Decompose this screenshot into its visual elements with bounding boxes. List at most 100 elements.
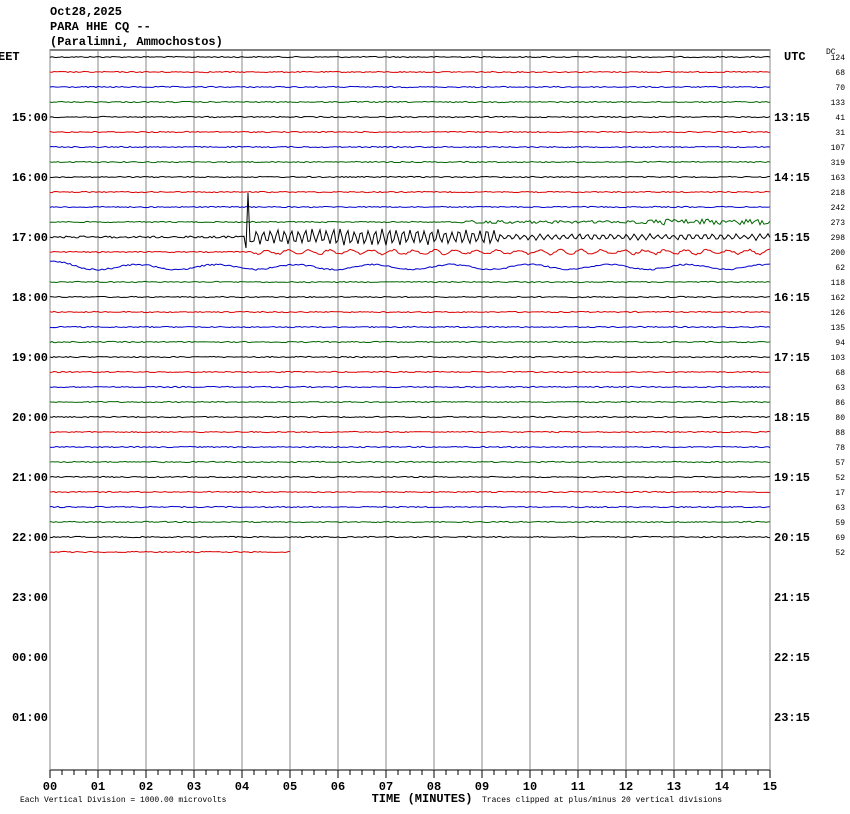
location: (Paralimni, Ammochostos)	[50, 35, 223, 49]
dc-value: 70	[835, 84, 845, 93]
x-tick-label: 15	[763, 780, 777, 794]
left-time: 17:00	[12, 231, 48, 245]
dc-value: 135	[831, 324, 846, 333]
dc-value: 107	[831, 144, 846, 153]
x-tick-label: 11	[571, 780, 585, 794]
dc-value: 41	[835, 114, 845, 123]
dc-label: DC	[826, 48, 836, 57]
dc-value: 52	[835, 474, 845, 483]
left-time: 21:00	[12, 471, 48, 485]
trace	[49, 490, 771, 494]
x-tick-label: 07	[379, 780, 393, 794]
dc-value: 298	[831, 234, 846, 243]
dc-value: 68	[835, 369, 845, 378]
trace	[49, 85, 771, 89]
left-time: 01:00	[12, 711, 48, 725]
x-tick-label: 14	[715, 780, 729, 794]
trace	[50, 260, 771, 271]
dc-value: 103	[831, 354, 846, 363]
trace	[49, 325, 771, 329]
dc-value: 59	[835, 519, 845, 528]
left-zone: EET	[0, 50, 20, 64]
left-time: 23:00	[12, 591, 48, 605]
right-zone: UTC	[784, 50, 806, 64]
trace	[49, 445, 771, 449]
right-time: 17:15	[774, 351, 810, 365]
right-time: 15:15	[774, 231, 810, 245]
right-time: 16:15	[774, 291, 810, 305]
x-title: TIME (MINUTES)	[372, 792, 473, 806]
dc-value: 68	[835, 69, 845, 78]
trace	[49, 310, 771, 314]
dc-value: 88	[835, 429, 845, 438]
trace	[49, 217, 771, 227]
x-tick-label: 01	[91, 780, 105, 794]
x-tick-label: 08	[427, 780, 441, 794]
dc-value: 273	[831, 219, 846, 228]
trace	[49, 430, 771, 434]
dc-value: 80	[835, 414, 845, 423]
dc-value: 52	[835, 549, 845, 558]
dc-value: 78	[835, 444, 845, 453]
x-tick-label: 06	[331, 780, 345, 794]
station: PARA HHE CQ --	[50, 20, 151, 34]
dc-value: 57	[835, 459, 845, 468]
trace	[49, 70, 771, 74]
left-time: 16:00	[12, 171, 48, 185]
dc-value: 133	[831, 99, 846, 108]
x-tick-label: 12	[619, 780, 633, 794]
right-time: 22:15	[774, 651, 810, 665]
trace	[49, 280, 771, 284]
trace	[49, 100, 770, 104]
trace	[49, 475, 771, 479]
trace	[49, 130, 771, 134]
trace	[49, 160, 771, 164]
x-tick-label: 00	[43, 780, 57, 794]
trace	[49, 295, 770, 299]
dc-value: 319	[831, 159, 846, 168]
x-tick-label: 04	[235, 780, 249, 794]
right-time: 20:15	[774, 531, 810, 545]
trace	[49, 355, 771, 359]
left-time: 19:00	[12, 351, 48, 365]
trace	[49, 175, 771, 179]
trace	[49, 385, 771, 389]
trace	[49, 115, 771, 119]
right-time: 13:15	[774, 111, 810, 125]
dc-value: 162	[831, 294, 846, 303]
right-time: 14:15	[774, 171, 810, 185]
dc-value: 94	[835, 339, 845, 348]
dc-value: 86	[835, 399, 845, 408]
dc-value: 200	[831, 249, 846, 258]
dc-value: 118	[831, 279, 846, 288]
left-time: 00:00	[12, 651, 48, 665]
x-tick-label: 05	[283, 780, 297, 794]
trace	[49, 520, 771, 524]
dc-value: 69	[835, 534, 845, 543]
right-time: 21:15	[774, 591, 810, 605]
trace	[49, 55, 771, 59]
dc-value: 126	[831, 309, 846, 318]
trace	[49, 505, 771, 509]
dc-value: 163	[831, 174, 846, 183]
trace	[49, 550, 291, 554]
x-tick-label: 10	[523, 780, 537, 794]
trace	[49, 190, 771, 194]
right-time: 18:15	[774, 411, 810, 425]
dc-value: 63	[835, 504, 845, 513]
trace	[49, 400, 771, 404]
trace	[49, 248, 771, 256]
trace	[49, 460, 771, 464]
left-time: 22:00	[12, 531, 48, 545]
right-time: 19:15	[774, 471, 810, 485]
dc-value: 242	[831, 204, 846, 213]
dc-value: 17	[835, 489, 845, 498]
trace	[49, 192, 771, 249]
date: Oct28,2025	[50, 5, 122, 19]
left-time: 15:00	[12, 111, 48, 125]
trace	[49, 415, 771, 419]
trace	[49, 205, 771, 209]
trace	[49, 340, 771, 344]
dc-value: 124	[831, 54, 846, 63]
